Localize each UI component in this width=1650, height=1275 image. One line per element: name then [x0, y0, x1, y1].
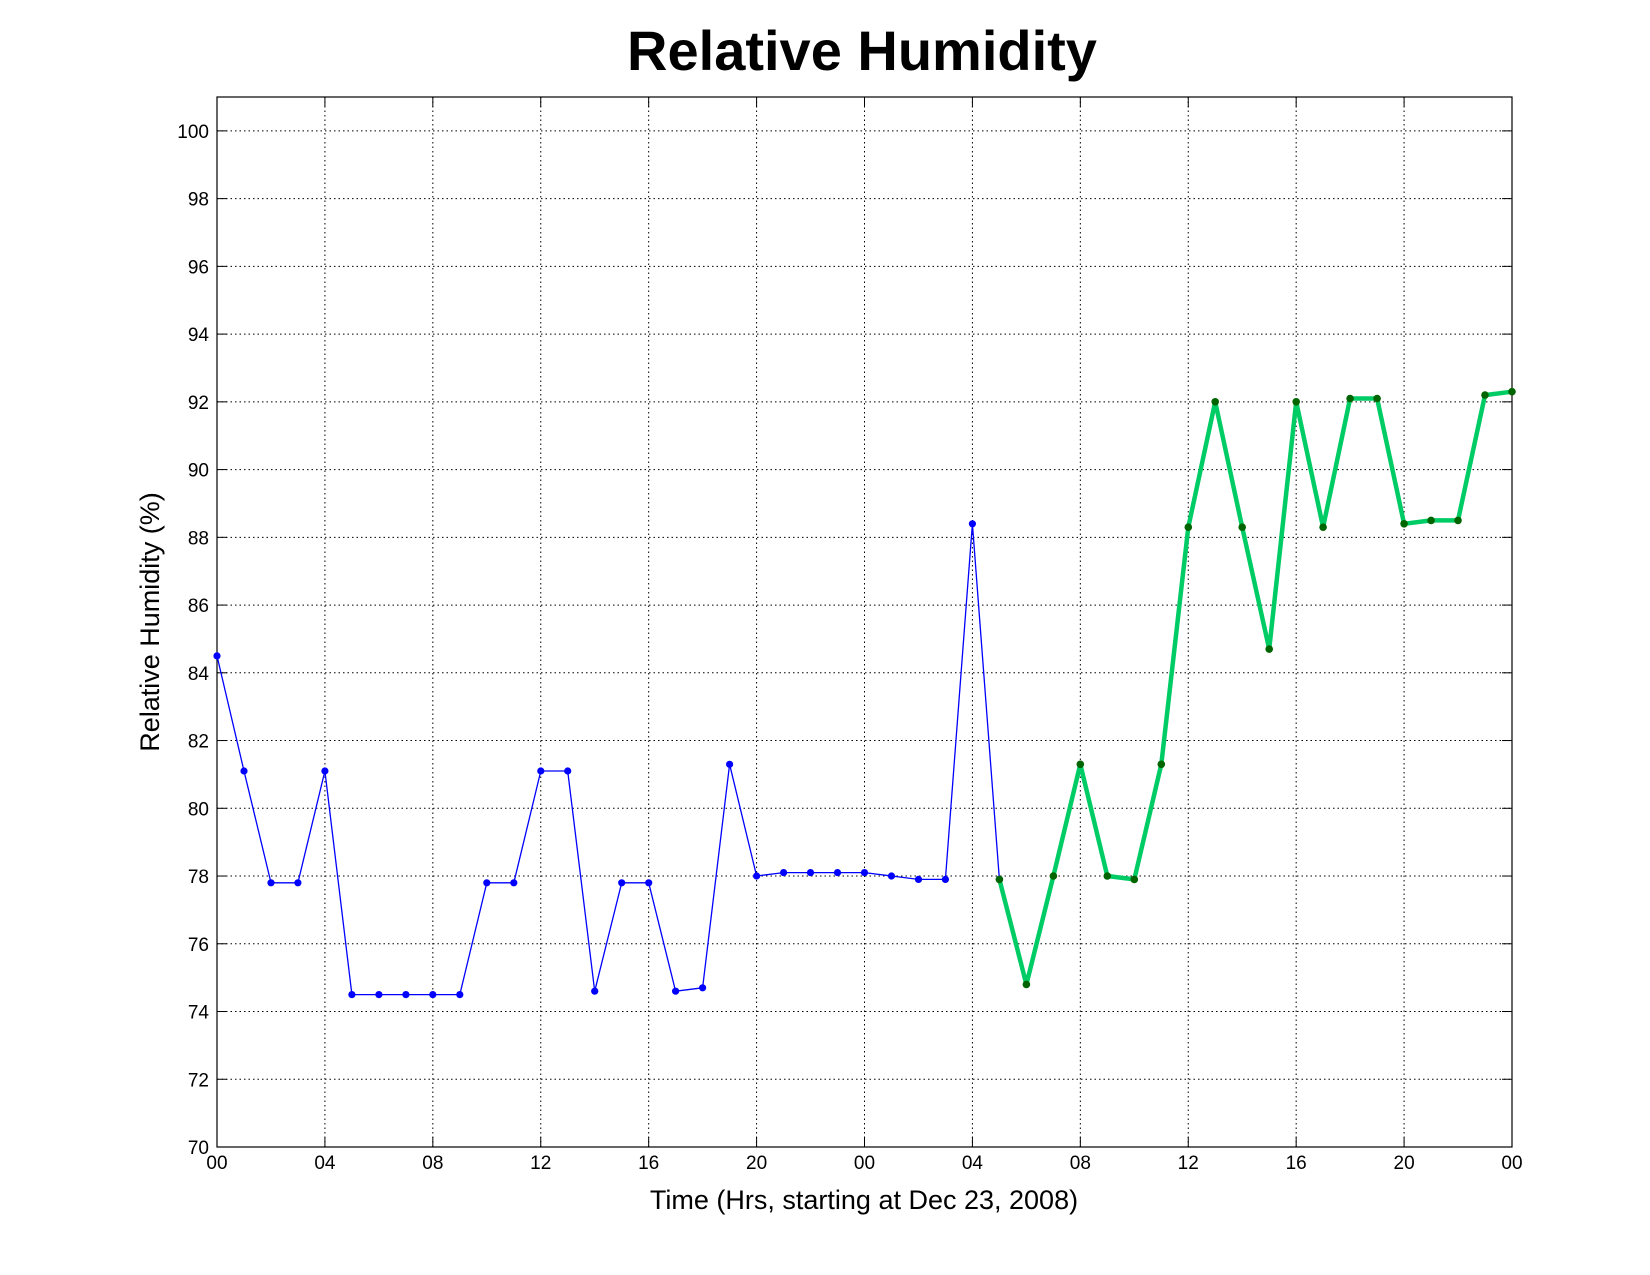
series-1-point — [753, 872, 761, 880]
series-1-point — [887, 872, 896, 880]
x-tick-label: 00 — [206, 1153, 227, 1174]
series-2-point — [1184, 523, 1193, 531]
series-2-point — [1211, 398, 1219, 406]
series-2-point — [1481, 391, 1489, 399]
series-2-point — [1130, 875, 1139, 884]
series-2-point — [1157, 760, 1166, 769]
y-tick-label: 96 — [188, 257, 209, 278]
data-series — [213, 387, 1516, 999]
series-2-point — [1400, 520, 1408, 528]
y-axis-label: Relative Humidity (%) — [135, 492, 165, 752]
series-1-point — [267, 879, 275, 887]
series-2-point — [1076, 760, 1085, 769]
series-1-point — [699, 984, 707, 992]
series-1-point — [321, 767, 329, 775]
x-tick-label: 04 — [314, 1153, 336, 1174]
series-1-point — [591, 987, 599, 995]
series-2-point — [1454, 516, 1462, 525]
series-2-point — [1319, 523, 1327, 531]
series-1-point — [456, 991, 464, 999]
y-tick-label: 94 — [188, 325, 210, 346]
series-2-point — [1292, 398, 1300, 406]
series-2-line — [997, 389, 1513, 987]
series-1-point — [860, 869, 869, 877]
series-1-point — [483, 879, 491, 887]
series-1-point — [914, 875, 923, 884]
x-tick-label: 16 — [638, 1153, 659, 1174]
series-1-point — [672, 987, 680, 995]
y-tick-label: 78 — [188, 867, 209, 888]
y-tick-label: 72 — [188, 1070, 209, 1091]
series-2-point — [1049, 872, 1058, 880]
y-tick-label: 76 — [188, 935, 209, 956]
x-tick-label: 12 — [1178, 1153, 1199, 1174]
x-tick-label: 20 — [1394, 1153, 1415, 1174]
series-1-point — [726, 760, 734, 768]
y-tick-label: 74 — [188, 1003, 210, 1024]
plot-frame — [216, 96, 1513, 1148]
series-1-line — [216, 523, 1001, 996]
series-1-point — [240, 767, 248, 775]
y-tick-label: 88 — [188, 528, 209, 549]
x-tick-label: 20 — [746, 1153, 767, 1174]
chart-title: Relative Humidity — [627, 19, 1097, 82]
y-tick-label: 80 — [188, 799, 209, 820]
x-tick-label: 04 — [962, 1153, 984, 1174]
series-1-point — [941, 875, 950, 884]
series-2-point — [1103, 872, 1112, 880]
series-1-point — [375, 991, 383, 999]
series-2-point — [1427, 516, 1435, 525]
series-1-point — [968, 520, 977, 528]
series-2-point — [1238, 523, 1246, 531]
x-tick-label: 00 — [1501, 1153, 1522, 1174]
y-tick-label: 86 — [188, 596, 209, 617]
y-tick-label: 90 — [188, 461, 209, 482]
series-1-point — [645, 879, 653, 887]
series-1-point — [510, 879, 518, 887]
y-tick-label: 70 — [188, 1138, 209, 1159]
series-1-point — [806, 869, 815, 877]
series-2-point — [1508, 387, 1516, 396]
x-tick-label: 08 — [1070, 1153, 1091, 1174]
y-tick-label: 82 — [188, 732, 209, 753]
series-1-point — [429, 991, 437, 999]
series-1-point — [833, 869, 842, 877]
series-1-point — [402, 991, 410, 999]
y-tick-label: 98 — [188, 190, 209, 211]
plot-area — [217, 97, 1512, 1147]
series-2-point — [995, 875, 1004, 884]
y-tick-label: 100 — [177, 122, 209, 143]
series-2-point — [1373, 394, 1381, 403]
series-1-point — [564, 767, 572, 775]
series-1-point — [213, 652, 221, 660]
x-tick-label: 08 — [422, 1153, 443, 1174]
series-1-point — [294, 879, 302, 887]
series-1-point — [348, 991, 356, 999]
series-2-point — [1022, 980, 1031, 989]
series-2-point — [1346, 394, 1354, 403]
y-tick-label: 84 — [188, 664, 210, 685]
series-1-point — [537, 767, 545, 775]
x-tick-label: 16 — [1286, 1153, 1307, 1174]
axis-ticks: 70 72 74 76 78 80 82 84 86 88 90 92 94 96 98 100 00 04 08 1… — [177, 97, 1523, 1174]
y-tick-label: 92 — [188, 393, 209, 414]
x-tick-label: 12 — [530, 1153, 551, 1174]
x-tick-label: 00 — [854, 1153, 875, 1174]
series-1-point — [618, 879, 626, 887]
series-2-point — [1265, 645, 1273, 653]
x-axis-label: Time (Hrs, starting at Dec 23, 2008) — [650, 1185, 1078, 1215]
series-1-point — [780, 869, 788, 877]
